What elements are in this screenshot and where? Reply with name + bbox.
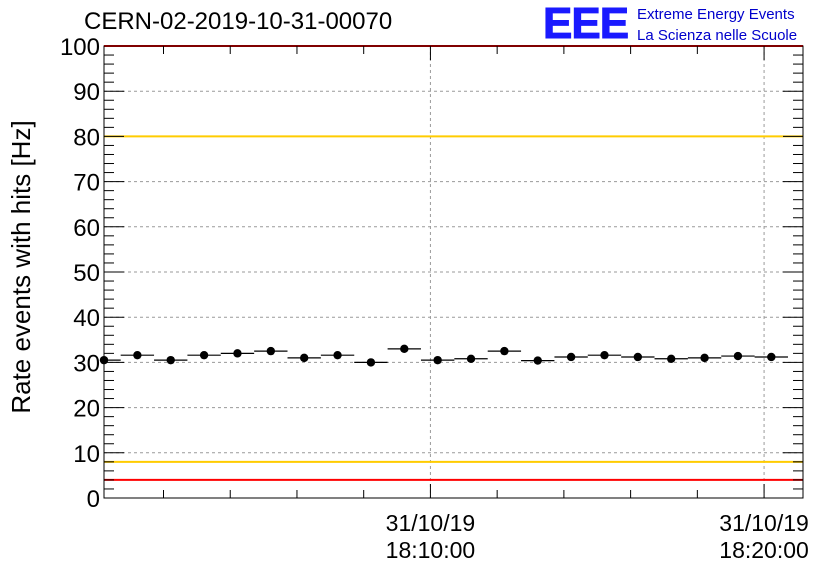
data-point bbox=[433, 355, 442, 365]
data-point bbox=[366, 358, 376, 367]
data-point bbox=[233, 349, 242, 358]
data-point bbox=[667, 354, 676, 363]
y-tick-label: 90 bbox=[73, 79, 100, 106]
tick-labels: 010203040506070809010031/10/1918:10:0031… bbox=[60, 34, 809, 563]
data-point bbox=[633, 352, 643, 362]
y-tick-label: 100 bbox=[60, 34, 100, 61]
eee-logo-mark: EEE bbox=[542, 0, 629, 48]
data-point bbox=[299, 353, 309, 363]
reference-lines bbox=[104, 45, 803, 481]
run-title: CERN-02-2019-10-31-00070 bbox=[84, 8, 393, 35]
data-point bbox=[333, 350, 342, 360]
data-point bbox=[767, 352, 776, 362]
data-point bbox=[500, 346, 509, 356]
data-point bbox=[700, 353, 709, 363]
y-axis-label: Rate events with hits [Hz] bbox=[6, 120, 36, 413]
data-point bbox=[600, 350, 609, 360]
data-point bbox=[133, 350, 142, 360]
data-point bbox=[400, 344, 409, 354]
y-tick-label: 20 bbox=[73, 396, 100, 423]
x-tick-label-date: 31/10/19 bbox=[719, 510, 809, 536]
y-tick-label: 80 bbox=[73, 124, 100, 151]
data-point bbox=[733, 351, 743, 361]
data-point bbox=[566, 352, 576, 362]
x-tick-label-time: 18:20:00 bbox=[719, 537, 809, 563]
data-point bbox=[199, 350, 209, 360]
data-point bbox=[166, 355, 175, 365]
data-point bbox=[533, 356, 542, 365]
data-series bbox=[99, 344, 788, 367]
logo-line-1: Extreme Energy Events bbox=[637, 6, 795, 23]
grid-lines bbox=[104, 46, 803, 498]
y-tick-label: 10 bbox=[73, 441, 100, 468]
y-tick-label: 40 bbox=[73, 305, 100, 332]
data-point bbox=[466, 354, 476, 363]
x-tick-label-time: 18:10:00 bbox=[386, 537, 476, 563]
plot-frame bbox=[103, 45, 804, 499]
logo-line-2: La Scienza nelle Scuole bbox=[637, 27, 798, 44]
y-tick-label: 70 bbox=[73, 170, 100, 197]
data-point bbox=[266, 346, 276, 356]
y-tick-label: 60 bbox=[73, 215, 100, 242]
y-tick-label: 30 bbox=[73, 350, 100, 377]
y-tick-label: 0 bbox=[87, 486, 100, 513]
y-tick-label: 50 bbox=[73, 260, 100, 287]
x-tick-label-date: 31/10/19 bbox=[386, 510, 476, 536]
